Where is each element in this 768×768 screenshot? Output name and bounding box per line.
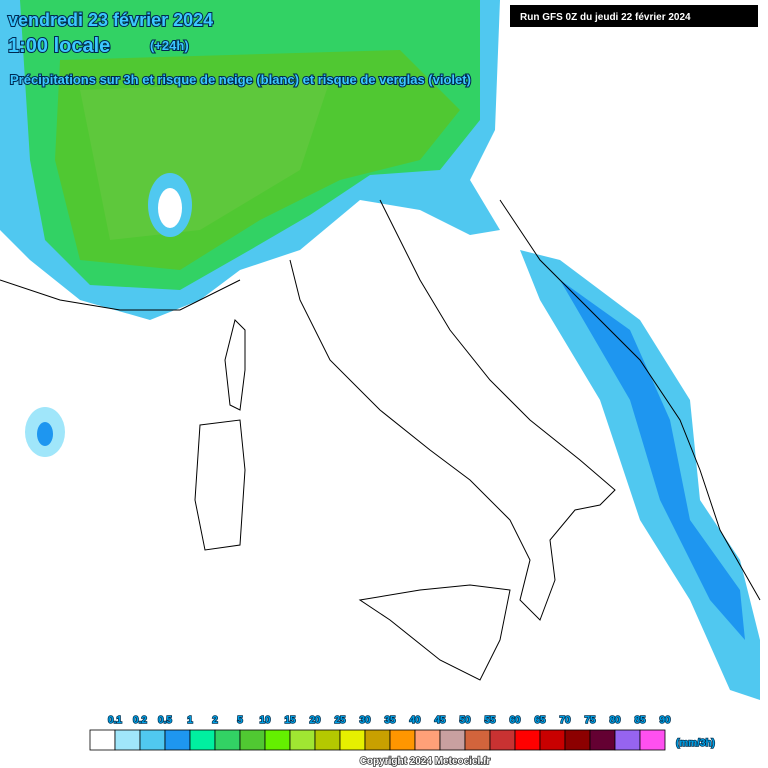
legend-swatch (114, 729, 141, 751)
lead-time: (+24h) (150, 38, 189, 53)
legend-swatch (464, 729, 491, 751)
legend-label: 15 (284, 715, 296, 726)
legend-label: 75 (584, 715, 596, 726)
legend-label: 60 (509, 715, 521, 726)
time: 1:00 locale (8, 35, 110, 57)
run-label: Run GFS 0Z du jeudi 22 février 2024 (520, 12, 691, 23)
legend-swatch (614, 729, 641, 751)
legend-label: 45 (434, 715, 446, 726)
legend-label: 90 (659, 715, 671, 726)
legend-label: 5 (237, 715, 243, 726)
legend-swatch (639, 729, 666, 751)
subtitle: Précipitations sur 3h et risque de neige… (10, 72, 471, 87)
legend-unit: (mm/3h) (676, 738, 715, 749)
coastlines (0, 199, 761, 681)
legend-label: 1 (187, 715, 193, 726)
legend-swatch (89, 729, 116, 751)
legend-label: 20 (309, 715, 321, 726)
legend-swatch (514, 729, 541, 751)
legend-swatch (289, 729, 316, 751)
legend-label: 0.2 (133, 715, 147, 726)
legend-label: 0.5 (158, 715, 172, 726)
legend-swatch (489, 729, 516, 751)
run-label-box (510, 5, 758, 27)
legend-label: 40 (409, 715, 421, 726)
legend-swatch (239, 729, 266, 751)
legend-label: 55 (484, 715, 496, 726)
legend-swatch (364, 729, 391, 751)
legend-swatch (189, 729, 216, 751)
legend-swatch (414, 729, 441, 751)
legend-swatch (589, 729, 616, 751)
legend-label: 80 (609, 715, 621, 726)
copyright: Copyright 2024 Meteociel.fr (360, 756, 491, 767)
legend-label: 70 (559, 715, 571, 726)
legend-label: 25 (334, 715, 346, 726)
legend-label: 85 (634, 715, 646, 726)
legend-label: 10 (259, 715, 271, 726)
legend-label: 2 (212, 715, 218, 726)
legend-label: 30 (359, 715, 371, 726)
precipitation (0, 0, 760, 700)
legend-label: 35 (384, 715, 396, 726)
date: vendredi 23 février 2024 (8, 10, 213, 30)
legend-swatch (439, 729, 466, 751)
legend-swatch (314, 729, 341, 751)
legend-swatch (389, 729, 416, 751)
legend-label: 0.1 (108, 715, 122, 726)
legend-swatch (539, 729, 566, 751)
legend-swatch (164, 729, 191, 751)
legend-swatch (564, 729, 591, 751)
legend: 0.1 0.2 0.5 1 2 5 10 15 20 25 30 35 40 45 50 55 60 65 70 75… (89, 714, 672, 751)
legend-label: 50 (459, 715, 471, 726)
legend-swatch (139, 729, 166, 751)
legend-swatch (264, 729, 291, 751)
legend-swatch (214, 729, 241, 751)
legend-swatch (339, 729, 366, 751)
legend-label: 65 (534, 715, 546, 726)
